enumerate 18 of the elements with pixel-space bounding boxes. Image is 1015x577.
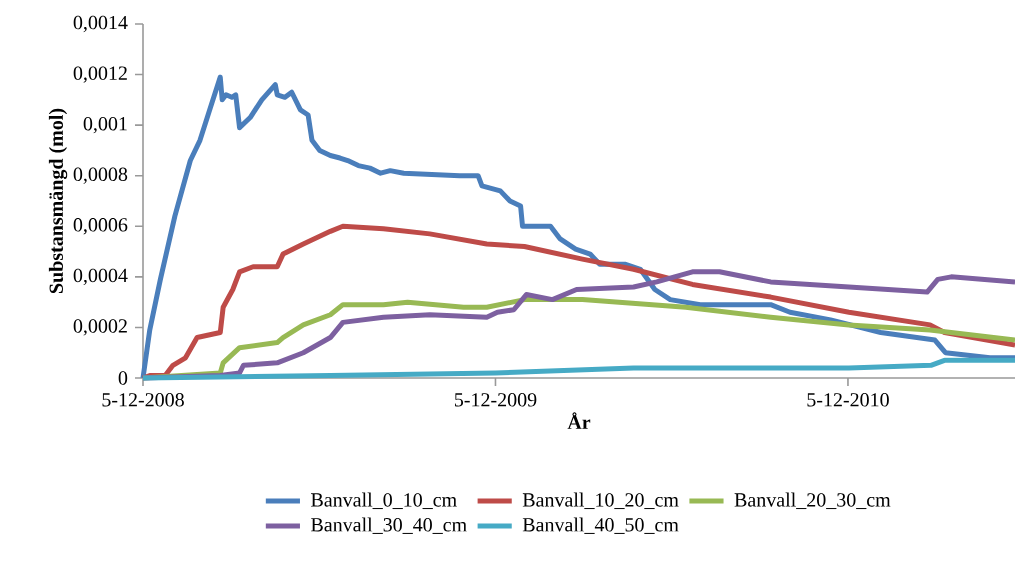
x-axis-title: År: [567, 412, 591, 429]
y-tick-label: 0,001: [83, 116, 127, 134]
x-tick-label: 5-12-2009: [454, 393, 537, 407]
y-tick-label: 0,0006: [73, 218, 128, 235]
y-tick-label: 0,0012: [73, 66, 127, 83]
legend-label: Banvall_20_30_cm: [734, 492, 891, 510]
y-tick-label: 0,0014: [73, 15, 128, 33]
legend-label: Banvall_0_10_cm: [311, 492, 457, 510]
legend-label: Banvall_30_40_cm: [311, 517, 467, 534]
y-tick-label: 0: [118, 371, 128, 385]
y-tick-label: 0,0008: [73, 167, 128, 184]
y-tick-label: 0,0004: [73, 268, 128, 286]
x-tick-label: 5-12-2010: [807, 393, 889, 407]
y-axis-title: Substansmängd (mol): [48, 108, 68, 294]
y-tick-label: 0,0002: [73, 319, 127, 336]
x-tick-label: 5-12-2008: [102, 393, 184, 407]
legend-label: Banvall_10_20_cm: [522, 492, 679, 510]
legend-label: Banvall_40_50_cm: [522, 517, 679, 534]
